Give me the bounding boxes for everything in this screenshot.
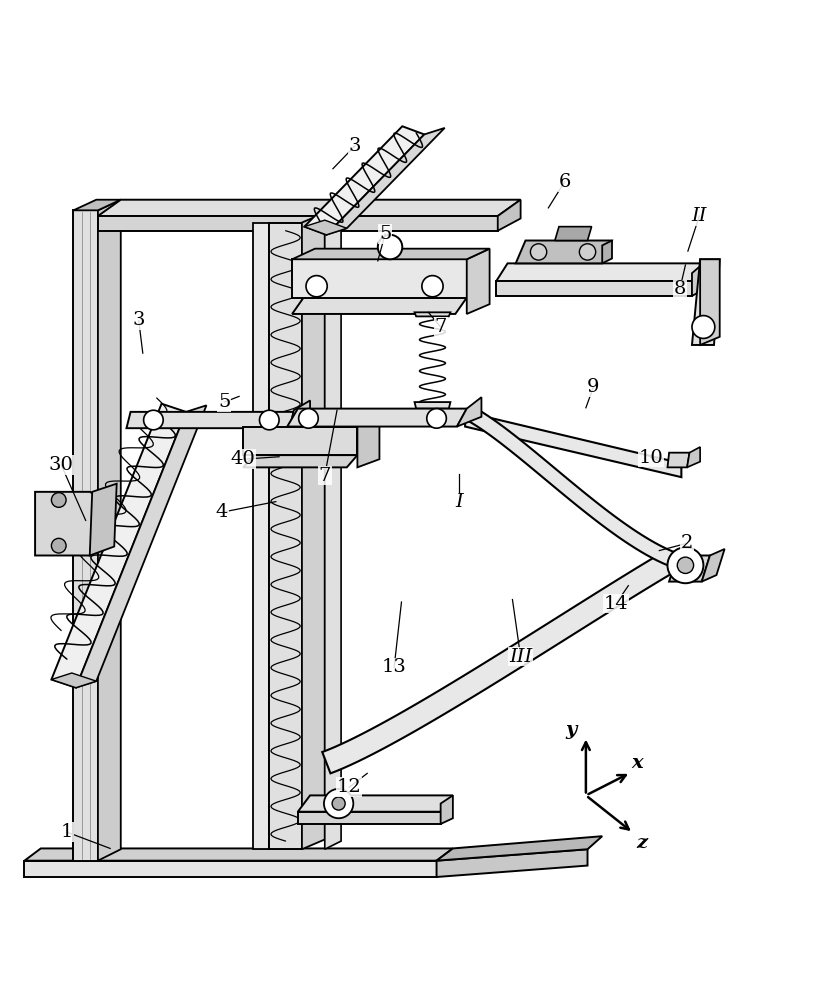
Text: 7: 7 bbox=[318, 467, 331, 485]
Polygon shape bbox=[467, 407, 684, 569]
Circle shape bbox=[530, 244, 547, 260]
Polygon shape bbox=[602, 241, 612, 263]
Polygon shape bbox=[253, 223, 269, 849]
Polygon shape bbox=[326, 128, 445, 235]
Polygon shape bbox=[292, 259, 467, 298]
Polygon shape bbox=[322, 550, 679, 773]
Polygon shape bbox=[98, 200, 521, 216]
Polygon shape bbox=[292, 249, 490, 259]
Polygon shape bbox=[73, 843, 88, 861]
Circle shape bbox=[306, 276, 327, 297]
Polygon shape bbox=[298, 795, 453, 812]
Polygon shape bbox=[555, 227, 592, 241]
Circle shape bbox=[332, 797, 345, 810]
Text: 4: 4 bbox=[215, 503, 228, 521]
Polygon shape bbox=[51, 673, 96, 688]
Text: y: y bbox=[565, 721, 577, 739]
Text: 1: 1 bbox=[60, 823, 73, 841]
Polygon shape bbox=[269, 223, 302, 849]
Circle shape bbox=[692, 316, 715, 338]
Polygon shape bbox=[498, 200, 521, 231]
Polygon shape bbox=[126, 412, 294, 428]
Polygon shape bbox=[415, 402, 450, 409]
Polygon shape bbox=[457, 397, 481, 427]
Polygon shape bbox=[467, 249, 490, 314]
Polygon shape bbox=[496, 263, 703, 281]
Polygon shape bbox=[76, 405, 206, 688]
Text: II: II bbox=[692, 207, 707, 225]
Polygon shape bbox=[24, 848, 453, 861]
Polygon shape bbox=[700, 259, 720, 345]
Circle shape bbox=[144, 410, 163, 430]
Text: 14: 14 bbox=[604, 595, 628, 613]
Polygon shape bbox=[304, 220, 347, 235]
Text: 7: 7 bbox=[434, 318, 447, 336]
Circle shape bbox=[51, 538, 66, 553]
Polygon shape bbox=[415, 312, 450, 316]
Polygon shape bbox=[441, 795, 453, 824]
Polygon shape bbox=[669, 555, 710, 582]
Text: 5: 5 bbox=[379, 225, 392, 243]
Text: x: x bbox=[632, 754, 643, 772]
Polygon shape bbox=[298, 812, 441, 824]
Polygon shape bbox=[325, 214, 341, 849]
Polygon shape bbox=[90, 484, 117, 555]
Polygon shape bbox=[243, 427, 357, 455]
Polygon shape bbox=[357, 418, 379, 467]
Polygon shape bbox=[292, 298, 467, 314]
Polygon shape bbox=[24, 861, 437, 877]
Polygon shape bbox=[465, 412, 681, 477]
Circle shape bbox=[427, 409, 446, 428]
Text: 10: 10 bbox=[639, 449, 663, 467]
Circle shape bbox=[579, 244, 596, 260]
Polygon shape bbox=[51, 404, 186, 688]
Polygon shape bbox=[302, 213, 325, 849]
Text: 9: 9 bbox=[587, 378, 600, 396]
Polygon shape bbox=[702, 549, 725, 582]
Polygon shape bbox=[98, 216, 498, 231]
Polygon shape bbox=[73, 210, 98, 861]
Text: III: III bbox=[509, 648, 532, 666]
Polygon shape bbox=[692, 263, 703, 296]
Text: 3: 3 bbox=[348, 137, 361, 155]
Polygon shape bbox=[667, 453, 690, 467]
Text: 40: 40 bbox=[231, 450, 255, 468]
Polygon shape bbox=[73, 200, 121, 210]
Circle shape bbox=[677, 557, 694, 573]
Circle shape bbox=[422, 276, 443, 297]
Polygon shape bbox=[98, 200, 121, 861]
Text: 12: 12 bbox=[337, 778, 361, 796]
Polygon shape bbox=[687, 447, 700, 467]
Polygon shape bbox=[516, 241, 612, 263]
Polygon shape bbox=[496, 281, 692, 296]
Text: z: z bbox=[636, 834, 647, 852]
Text: 3: 3 bbox=[132, 311, 145, 329]
Polygon shape bbox=[437, 836, 602, 861]
Circle shape bbox=[324, 789, 353, 818]
Text: 30: 30 bbox=[49, 456, 73, 474]
Polygon shape bbox=[304, 126, 424, 235]
Circle shape bbox=[667, 547, 703, 583]
Circle shape bbox=[378, 235, 402, 259]
Polygon shape bbox=[290, 400, 310, 428]
Circle shape bbox=[299, 409, 318, 428]
Polygon shape bbox=[692, 259, 720, 345]
Text: 13: 13 bbox=[382, 658, 406, 676]
Polygon shape bbox=[437, 849, 588, 877]
Text: 5: 5 bbox=[218, 393, 231, 411]
Polygon shape bbox=[243, 455, 357, 467]
Text: 6: 6 bbox=[558, 173, 571, 191]
Text: 2: 2 bbox=[681, 534, 694, 552]
Polygon shape bbox=[287, 409, 467, 427]
Text: I: I bbox=[455, 493, 463, 511]
Polygon shape bbox=[35, 492, 98, 555]
Circle shape bbox=[51, 493, 66, 507]
Circle shape bbox=[259, 410, 279, 430]
Text: 8: 8 bbox=[673, 280, 686, 298]
